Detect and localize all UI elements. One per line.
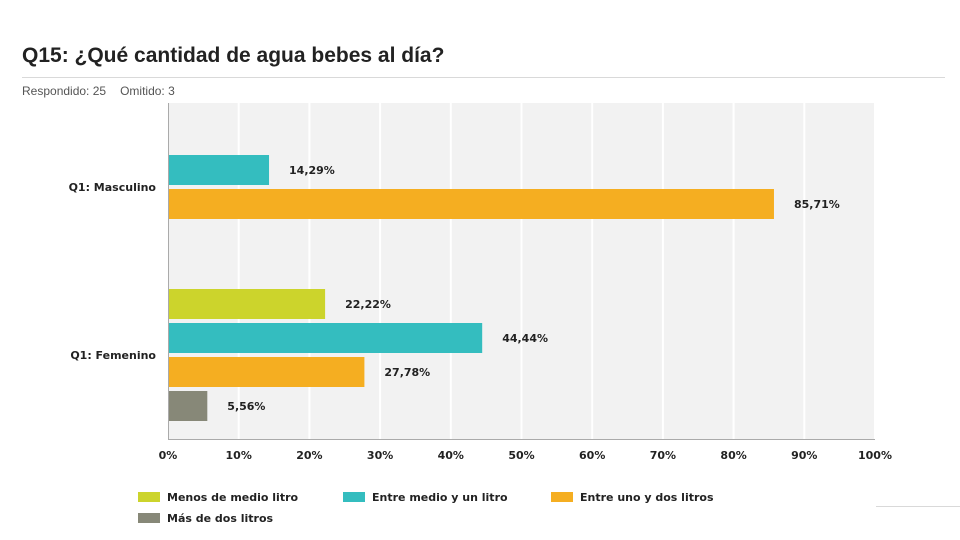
bar-value-label: 44,44% (502, 332, 548, 345)
legend: Menos de medio litro Entre medio y un lit… (138, 491, 714, 525)
footer-divider (876, 506, 960, 507)
legend-label: Entre uno y dos litros (580, 491, 714, 504)
x-tick-label: 80% (720, 449, 746, 462)
bar (169, 289, 326, 319)
legend-swatch (343, 492, 365, 502)
x-tick-label: 10% (226, 449, 252, 462)
bar-value-label: 27,78% (384, 366, 430, 379)
category-label: Q1: Femenino (70, 349, 156, 362)
bar (169, 155, 270, 185)
legend-swatch (138, 513, 160, 523)
x-tick-label: 60% (579, 449, 605, 462)
bar-value-label: 22,22% (345, 298, 391, 311)
answered-count: Respondido: 25 (22, 84, 107, 98)
bar-value-label: 5,56% (227, 400, 265, 413)
x-tick-label: 100% (858, 449, 892, 462)
title-divider (22, 77, 945, 78)
x-tick-label: 90% (791, 449, 817, 462)
x-tick-label: 70% (650, 449, 676, 462)
bar (169, 189, 774, 219)
category-label: Q1: Masculino (69, 181, 157, 194)
category-labels: Q1: Masculino Q1: Femenino (69, 181, 157, 362)
legend-label: Más de dos litros (167, 512, 273, 525)
legend-label: Menos de medio litro (167, 491, 299, 504)
x-tick-labels: 0% 10% 20% 30% 40% 50% 60% 70% 80% 90% 100% (159, 449, 892, 462)
bar-value-label: 85,71% (794, 198, 840, 211)
legend-swatch (551, 492, 573, 502)
bar-value-label: 14,29% (289, 164, 335, 177)
bars (169, 155, 774, 421)
data-labels: 14,29% 85,71% 22,22% 44,44% 27,78% 5,56% (227, 164, 839, 413)
x-tick-label: 50% (508, 449, 534, 462)
bar (169, 391, 208, 421)
bar (169, 357, 365, 387)
x-tick-label: 0% (159, 449, 178, 462)
legend-swatch (138, 492, 160, 502)
page-title: Q15: ¿Qué cantidad de agua bebes al día? (22, 44, 445, 67)
response-stats: Respondido: 25 Omitido: 3 (22, 84, 175, 98)
x-tick-label: 30% (367, 449, 393, 462)
legend-label: Entre medio y un litro (372, 491, 508, 504)
x-tick-label: 40% (438, 449, 464, 462)
skipped-count: Omitido: 3 (120, 84, 175, 98)
bar (169, 323, 483, 353)
x-tick-label: 20% (296, 449, 322, 462)
